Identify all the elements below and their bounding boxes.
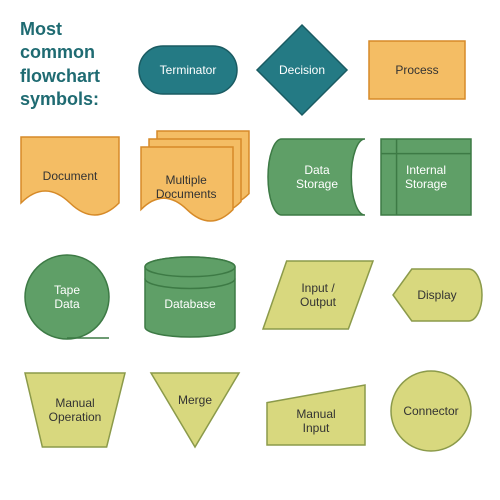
data-storage-symbol: Data Storage xyxy=(268,138,366,216)
multiple-documents-symbol: Multiple Documents xyxy=(140,130,250,222)
tape-data-symbol: Tape Data xyxy=(24,254,110,340)
internal-storage-symbol: Internal Storage xyxy=(380,138,472,216)
process-symbol: Process xyxy=(368,40,466,100)
decision-symbol: Decision xyxy=(256,24,348,116)
manual-operation-symbol: Manual Operation xyxy=(24,372,126,448)
input-output-symbol: Input / Output xyxy=(262,260,374,330)
document-symbol: Document xyxy=(20,136,120,216)
terminator-symbol: Terminator xyxy=(138,45,238,95)
manual-input-symbol: Manual Input xyxy=(266,384,366,446)
display-symbol: Display xyxy=(392,268,482,322)
page-title: Most common flowchart symbols: xyxy=(20,18,100,112)
connector-symbol: Connector xyxy=(390,370,472,452)
database-symbol: Database xyxy=(144,256,236,338)
merge-symbol: Merge xyxy=(150,372,240,448)
